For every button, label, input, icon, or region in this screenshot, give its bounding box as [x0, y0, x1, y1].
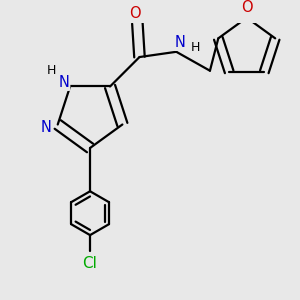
Text: O: O	[241, 0, 253, 15]
Text: N: N	[58, 75, 69, 90]
Text: H: H	[46, 64, 56, 77]
Text: N: N	[41, 120, 52, 135]
Text: Cl: Cl	[82, 256, 98, 271]
Text: N: N	[175, 35, 186, 50]
Text: H: H	[190, 41, 200, 54]
Text: O: O	[130, 6, 141, 21]
